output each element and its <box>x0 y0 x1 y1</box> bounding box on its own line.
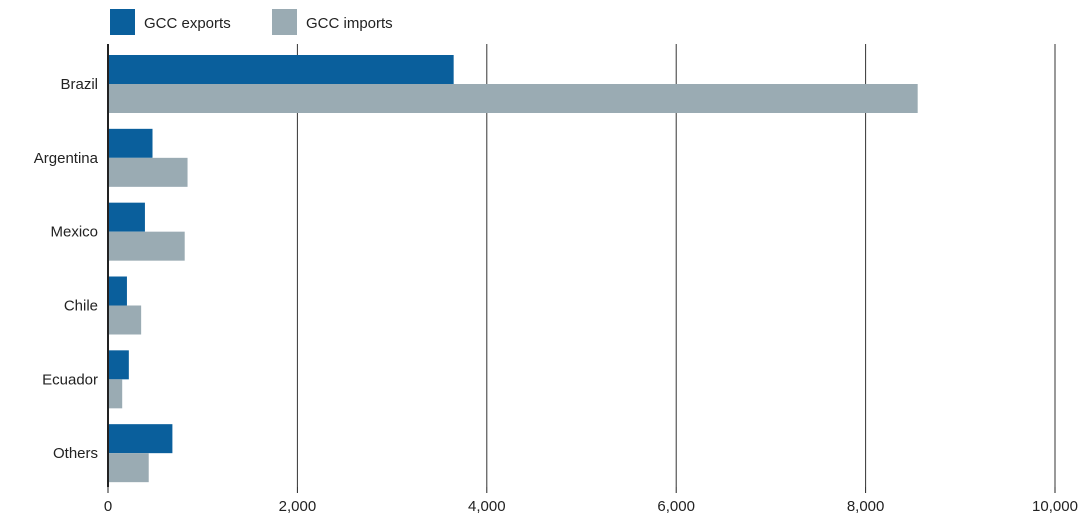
legend: GCC exports GCC imports <box>110 9 393 35</box>
category-label-chile: Chile <box>64 298 98 315</box>
category-label-mexico: Mexico <box>50 224 98 241</box>
bar-ecuador-exports <box>108 350 129 380</box>
bar-ecuador-imports <box>108 379 123 409</box>
x-tick-label-2: 4,000 <box>468 498 506 515</box>
bar-chile-imports <box>108 305 142 335</box>
bar-brazil-imports <box>108 84 918 113</box>
bar-mexico-exports <box>108 202 145 232</box>
category-label-brazil: Brazil <box>60 76 98 93</box>
category-label-ecuador: Ecuador <box>42 371 98 388</box>
bar-chile-exports <box>108 276 127 306</box>
x-tick-label-0: 0 <box>104 498 112 515</box>
bar-argentina-imports <box>108 157 188 187</box>
x-tick-label-3: 6,000 <box>657 498 695 515</box>
bar-argentina-exports <box>108 128 153 158</box>
bar-others-exports <box>108 424 173 454</box>
x-tick-label-5: 10,000 <box>1032 498 1078 515</box>
bars <box>108 55 918 483</box>
x-tick-label-1: 2,000 <box>279 498 317 515</box>
bar-brazil-exports <box>108 55 454 84</box>
legend-label-exports: GCC exports <box>144 15 231 32</box>
category-label-argentina: Argentina <box>34 150 99 167</box>
gridlines <box>296 44 1056 487</box>
labels: 0 2,000 4,000 6,000 8,000 10,000 Brazil Argenti… <box>34 76 1078 515</box>
legend-swatch-imports <box>272 9 297 35</box>
legend-swatch-exports <box>110 9 135 35</box>
x-tick-label-4: 8,000 <box>847 498 885 515</box>
category-label-others: Others <box>53 445 98 462</box>
bar-mexico-imports <box>108 231 185 261</box>
legend-label-imports: GCC imports <box>306 15 393 32</box>
bar-others-imports <box>108 453 149 483</box>
axes <box>107 44 1056 493</box>
